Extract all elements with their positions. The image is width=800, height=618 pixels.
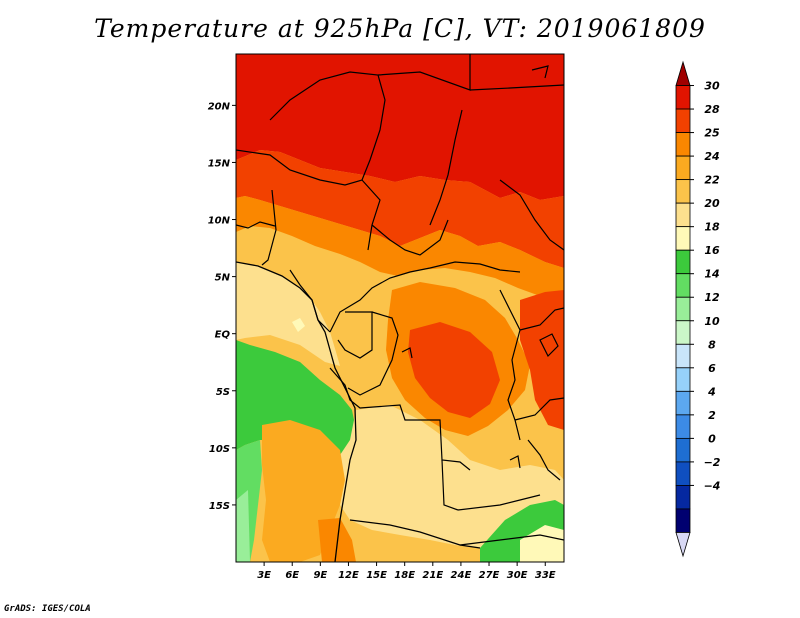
colorbar-swatch: [675, 390, 691, 416]
lat-tick-label: 15N: [208, 158, 231, 169]
colorbar-swatch: [675, 249, 691, 275]
lon-tick-label: 3E: [257, 570, 271, 581]
colorbar-label: 6: [708, 362, 716, 375]
map-title: Temperature at 925hPa [C], VT: 201906180…: [94, 14, 706, 43]
field-20-22-coast: [236, 262, 340, 366]
colorbar-label: 2: [708, 409, 716, 422]
lon-tick-label: 27E: [479, 570, 500, 581]
colorbar-label: 16: [704, 244, 720, 257]
colorbar-bottom-arrow: [675, 532, 691, 558]
colorbar-label: 4: [707, 385, 716, 398]
field-25-28-congo: [408, 322, 500, 418]
latitude-ticks: 20N 15N 10N 5N EQ 5S 10S 15S: [208, 101, 236, 512]
colorbar-label: 25: [704, 127, 720, 140]
lon-tick-label: 18E: [394, 570, 415, 581]
colorbar-label: 24: [704, 150, 719, 163]
colorbar-swatch: [675, 414, 691, 439]
colorbar-swatch: [675, 343, 691, 369]
lat-tick-label: 20N: [208, 101, 231, 112]
colorbar-swatch: [675, 437, 691, 463]
lat-tick-label: 15S: [209, 501, 230, 512]
longitude-ticks: 3E 6E 9E 12E 15E 18E 21E 24E 27E 30E 33E: [257, 562, 556, 581]
lon-tick-label: 6E: [285, 570, 299, 581]
colorbar-label: 22: [704, 174, 720, 187]
colorbar-swatch: [675, 155, 691, 181]
colorbar-swatch: [675, 202, 691, 228]
colorbar-swatch: [675, 320, 691, 345]
footer-credit: GrADS: IGES/COLA: [4, 604, 91, 614]
colorbar-swatch: [675, 132, 691, 157]
colorbar-label: 12: [704, 291, 720, 304]
field-18-20-zambia: [520, 525, 564, 562]
field-28-30: [236, 54, 564, 200]
colorbar-swatch: [675, 273, 691, 298]
field-18-20-lake: [292, 318, 305, 332]
colorbar-label: −4: [704, 479, 721, 492]
temperature-field: [236, 54, 564, 562]
field-24-25: [236, 196, 564, 300]
colorbar-label: 18: [704, 221, 720, 234]
colorbar-label: 30: [704, 80, 720, 93]
field-25-28-east: [520, 290, 564, 430]
colorbar-top-arrow: [675, 60, 691, 86]
colorbar-swatch: [675, 179, 691, 204]
colorbar-label: 0: [708, 432, 716, 445]
lon-tick-label: 9E: [313, 570, 327, 581]
lat-tick-label: EQ: [215, 330, 231, 341]
colorbar-label: 28: [704, 103, 720, 116]
map-frame: [235, 53, 565, 563]
colorbar-swatch: [675, 461, 691, 486]
lon-tick-label: 30E: [507, 570, 528, 581]
lon-tick-label: 12E: [338, 570, 359, 581]
colorbar-label: 8: [708, 338, 716, 351]
coastline: [236, 261, 357, 562]
lat-tick-label: 10N: [208, 216, 231, 227]
colorbar-swatch: [675, 485, 691, 510]
colorbar-label: 10: [704, 315, 720, 328]
field-20-22-angola: [336, 405, 564, 548]
colorbar-swatch: [675, 108, 691, 133]
colorbar-swatch: [675, 508, 691, 533]
colorbar-label: −2: [704, 456, 721, 469]
lat-tick-label: 5S: [216, 387, 230, 398]
colorbar-swatch: [675, 296, 691, 322]
colorbar-swatch: [675, 85, 691, 110]
lat-tick-label: 5N: [215, 273, 231, 284]
colorbar-label: 20: [704, 197, 720, 210]
colorbar-swatch: [675, 367, 691, 392]
field-12-14-coast: [236, 490, 250, 562]
lon-tick-label: 33E: [535, 570, 556, 581]
lon-tick-label: 21E: [422, 570, 443, 581]
colorbar-label: 14: [704, 268, 719, 281]
colorbar-swatch: [675, 226, 691, 251]
lat-tick-label: 10S: [209, 444, 230, 455]
lon-tick-label: 24E: [451, 570, 472, 581]
lon-tick-label: 15E: [366, 570, 387, 581]
